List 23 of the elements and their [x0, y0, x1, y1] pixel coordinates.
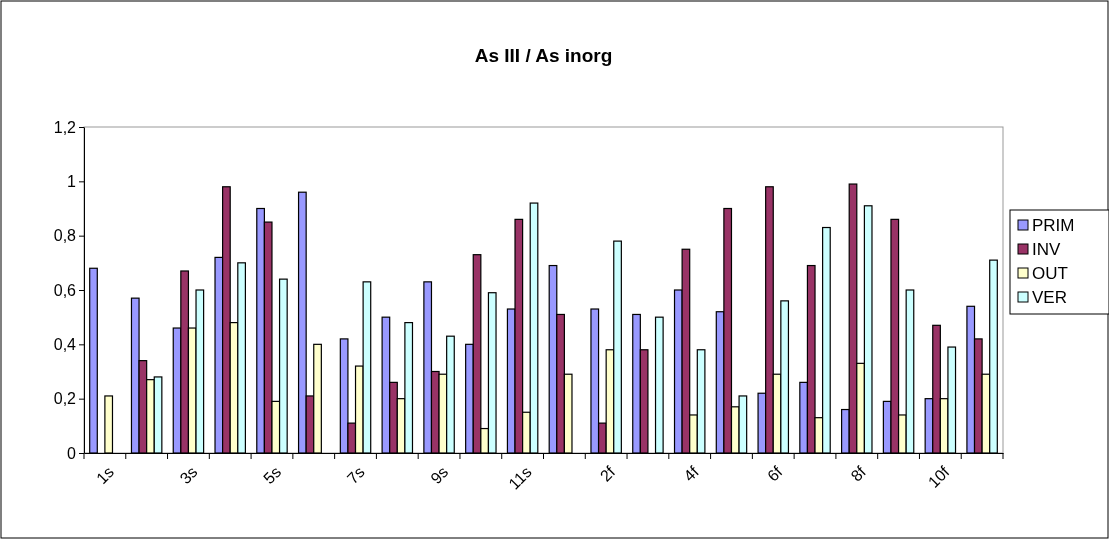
y-tick-label: 1,2 — [53, 118, 77, 136]
y-tick-label: 1 — [67, 172, 77, 190]
legend-label: VER — [1032, 287, 1067, 307]
legend-label: PRIM — [1032, 215, 1075, 235]
y-tick-label: 0,2 — [53, 390, 77, 408]
legend-label: INV — [1032, 239, 1061, 259]
y-tick-label: 0,6 — [53, 281, 77, 299]
x-tick-label: 4f — [680, 462, 703, 485]
y-tick-label: 0 — [67, 444, 77, 462]
x-tick-label: 1s — [93, 463, 118, 488]
legend-label: OUT — [1032, 263, 1068, 283]
x-tick-label: 6f — [764, 462, 786, 485]
x-tick-label: 2f — [596, 462, 619, 485]
x-tick-label: 11s — [505, 463, 535, 493]
chart-title: As III / As inorg — [474, 45, 613, 66]
x-tick-label: 8f — [847, 462, 870, 485]
x-tick-label: 9s — [427, 463, 452, 488]
x-tick-label: 3s — [176, 463, 201, 488]
x-tick-label: 5s — [260, 463, 285, 488]
y-tick-label: 0,8 — [53, 227, 77, 245]
x-tick-label: 7s — [343, 463, 368, 488]
x-tick-label: 10f — [924, 462, 953, 491]
y-tick-label: 0,4 — [53, 335, 77, 353]
